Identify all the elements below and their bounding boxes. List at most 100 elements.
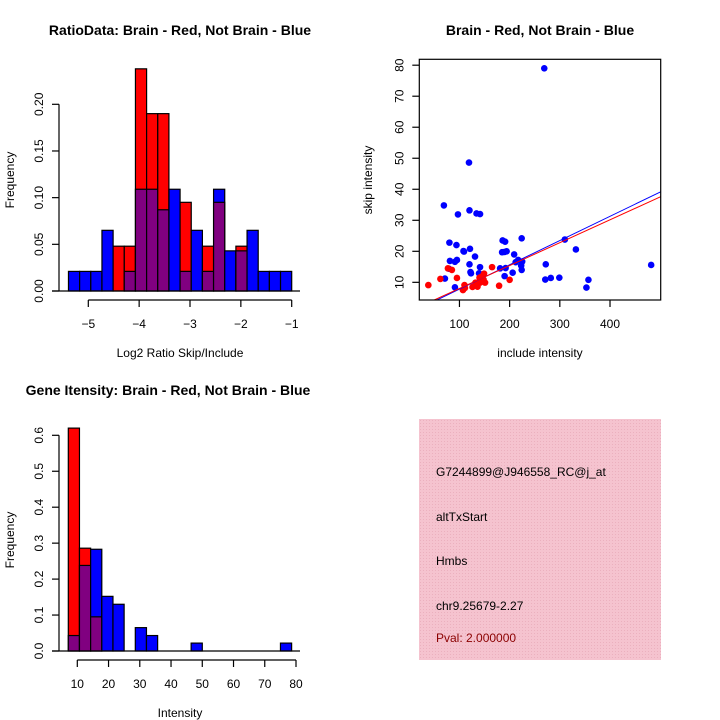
ratio-histogram-xlabel: Log2 Ratio Skip/Include [117, 346, 244, 360]
scatter-point-not-brain [466, 207, 473, 214]
scatter-point-not-brain [453, 241, 460, 249]
gene-intensity-bar-not-brain [190, 642, 203, 652]
ratio-histogram-bar-overlap [212, 201, 226, 292]
ratio-histogram-bar-not-brain [246, 229, 259, 292]
scatter-point-brain [478, 273, 485, 281]
scatter-point-not-brain [466, 261, 473, 268]
gene-intensity-y-tick-label: 0.1 [32, 606, 46, 623]
ratio-histogram-bar-not-brain [190, 229, 204, 292]
scatter-point-not-brain [476, 210, 484, 218]
scatter-point-not-brain [501, 272, 508, 280]
ratio-histogram-bar-not-brain [90, 270, 103, 292]
intensity-scatter: Brain - Red, Not Brain - Blue include in… [361, 22, 662, 360]
gene-intensity-bar-overlap [90, 616, 103, 652]
gene-intensity-x-tick-label: 30 [133, 677, 147, 691]
scatter-point-not-brain [585, 276, 592, 284]
fit-line-brain [432, 196, 661, 300]
probe-id: G7244899@J946558_RC@j_at [436, 465, 606, 479]
scatter-y-tick-label: 50 [392, 151, 406, 165]
gene-intensity-x-tick-label: 60 [227, 677, 241, 691]
gene-intensity-y-tick-label: 0.2 [32, 570, 46, 587]
scatter-point-not-brain [583, 284, 590, 291]
scatter-point-not-brain [518, 266, 525, 274]
gene-intensity-bar-overlap [67, 634, 81, 652]
scatter-y-tick-label: 30 [392, 213, 406, 227]
scatter-point-not-brain [501, 248, 508, 256]
ratio-histogram-bar-not-brain [224, 250, 237, 292]
scatter-point-brain [506, 276, 513, 284]
scatter-point-not-brain [466, 245, 474, 253]
ratio-histogram-bar-overlap [134, 188, 148, 292]
ratio-histogram-bar-brain [112, 245, 125, 292]
scatter-point-not-brain [446, 257, 454, 265]
scatter-y-tick-label: 40 [392, 182, 406, 196]
scatter-point-not-brain [454, 211, 462, 218]
scatter-y-tick-label: 20 [392, 244, 406, 258]
ratio-histogram-bar-overlap [157, 209, 170, 292]
scatter-point-not-brain [446, 239, 453, 246]
scatter-point-not-brain [542, 261, 550, 268]
fit-line-not-brain [435, 191, 661, 300]
ratio-histogram: RatioData: Brain - Red, Not Brain - Blue… [3, 22, 311, 360]
scatter-x-tick-label: 200 [500, 317, 520, 331]
ratio-histogram-x-tick-label: −1 [285, 317, 299, 331]
ratio-histogram-title: RatioData: Brain - Red, Not Brain - Blue [49, 22, 311, 38]
ratio-histogram-bar-not-brain [279, 270, 293, 292]
intensity-scatter-title: Brain - Red, Not Brain - Blue [446, 22, 634, 38]
gene-intensity-ylabel: Frequency [3, 512, 17, 569]
scatter-point-not-brain [541, 276, 549, 283]
ratio-histogram-x-tick-label: −4 [132, 317, 146, 331]
ratio-histogram-bar-not-brain [257, 270, 270, 292]
ratio-histogram-x-tick-label: −5 [81, 317, 95, 331]
scatter-point-brain [453, 274, 461, 282]
info-panel-background [419, 419, 661, 660]
scatter-point-brain [488, 263, 496, 271]
scatter-point-not-brain [501, 238, 509, 245]
ratio-histogram-ylabel: Frequency [3, 152, 17, 209]
gene-intensity-y-tick-label: 0.6 [32, 427, 46, 444]
ratio-histogram-y-tick-label: 0.15 [32, 139, 46, 163]
ratio-histogram-bar-not-brain [168, 188, 181, 292]
genomic-location: chr9.25679-2.27 [436, 599, 524, 613]
ratio-histogram-bar-not-brain [268, 270, 282, 292]
ratio-histogram-y-tick-label: 0.10 [32, 186, 46, 210]
scatter-point-not-brain [540, 64, 548, 72]
gene-intensity-x-tick-label: 50 [196, 677, 210, 691]
gene-intensity-x-tick-label: 10 [71, 677, 85, 691]
gene-intensity-xlabel: Intensity [158, 706, 203, 720]
gene-intensity-bar-not-brain [101, 595, 114, 652]
scatter-point-not-brain [518, 234, 525, 242]
ratio-histogram-y-tick-label: 0.05 [32, 232, 46, 256]
scatter-x-tick-label: 400 [600, 317, 620, 331]
ratio-histogram-bar-overlap [123, 270, 137, 292]
ratio-histogram-bar-overlap [201, 270, 215, 292]
gene-intensity-title: Gene Itensity: Brain - Red, Not Brain - … [26, 382, 311, 398]
scatter-y-tick-label: 80 [392, 58, 406, 72]
scatter-point-not-brain [556, 274, 563, 281]
scatter-point-not-brain [467, 270, 475, 277]
scatter-point-not-brain [465, 159, 473, 166]
gene-intensity-bar-not-brain [145, 634, 159, 652]
scatter-point-brain [495, 282, 503, 290]
scatter-y-tick-label: 10 [392, 275, 406, 289]
gene-intensity-y-tick-label: 0.0 [32, 642, 46, 659]
scatter-point-not-brain [471, 253, 479, 260]
gene-intensity-histogram: Gene Itensity: Brain - Red, Not Brain - … [3, 382, 311, 720]
ratio-histogram-bar-overlap [235, 250, 248, 292]
gene-intensity-bar-brain [67, 427, 81, 652]
ratio-histogram-bar-not-brain [101, 229, 114, 292]
event-type: altTxStart [436, 510, 488, 524]
gene-intensity-bar-not-brain [112, 603, 125, 652]
ratio-histogram-bar-overlap [145, 188, 159, 292]
gene-intensity-x-tick-label: 70 [258, 677, 272, 691]
gene-intensity-bar-not-brain [134, 627, 148, 652]
scatter-point-not-brain [451, 283, 459, 291]
scatter-point-not-brain [510, 251, 518, 258]
scatter-frame [418, 58, 662, 301]
scatter-y-tick-label: 70 [392, 89, 406, 103]
scatter-x-tick-label: 300 [550, 317, 570, 331]
ratio-histogram-bar-not-brain [67, 270, 81, 292]
intensity-scatter-ylabel: skip intensity [361, 146, 375, 215]
